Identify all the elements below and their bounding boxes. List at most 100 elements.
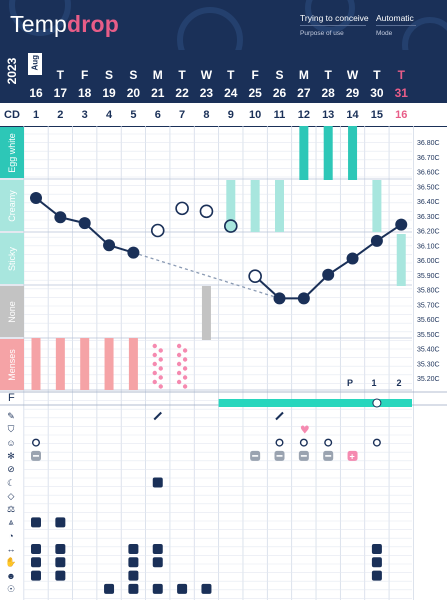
- temp-point[interactable]: [370, 234, 383, 247]
- date-label[interactable]: 24: [224, 86, 238, 100]
- cycle-day-number: 14: [346, 109, 359, 121]
- symptom-ring-mark[interactable]: [299, 438, 308, 447]
- date-label[interactable]: 16: [29, 86, 43, 100]
- temp-point[interactable]: [273, 292, 286, 305]
- symptom-square-mark[interactable]: [55, 517, 66, 528]
- bulb-icon: ◔: [8, 530, 14, 541]
- symptom-square-mark[interactable]: [31, 557, 41, 568]
- symptom-square-mark[interactable]: [55, 570, 66, 581]
- purpose-value[interactable]: Trying to conceive: [300, 13, 369, 23]
- sticky-bar: [396, 234, 406, 286]
- symptom-square-mark[interactable]: [31, 570, 41, 581]
- spotting-dot: [176, 379, 182, 385]
- date-label[interactable]: 23: [199, 86, 214, 100]
- symptom-plus-mark[interactable]: [347, 450, 358, 461]
- temp-point[interactable]: [395, 218, 408, 231]
- temp-point[interactable]: [297, 292, 310, 305]
- symptom-square-mark[interactable]: [104, 583, 115, 594]
- cycle-day-number: 8: [203, 109, 210, 121]
- date-label[interactable]: 17: [53, 86, 68, 100]
- phase-marker-p: P: [346, 378, 353, 388]
- note-pencil-icon[interactable]: [153, 411, 162, 421]
- symptom-square-mark[interactable]: [128, 570, 139, 581]
- symptom-ring-mark[interactable]: [324, 438, 333, 447]
- temp-point[interactable]: [78, 217, 91, 230]
- date-label[interactable]: 26: [272, 86, 287, 100]
- symptom-square-mark[interactable]: [128, 544, 139, 554]
- symptom-square-mark[interactable]: [371, 544, 382, 554]
- section-sticky: Sticky: [0, 233, 24, 284]
- ovulation-marker: [372, 398, 382, 408]
- temp-point[interactable]: [54, 211, 67, 224]
- symptom-minus-line: [300, 455, 307, 457]
- symptom-minus-line: [33, 455, 39, 457]
- symptom-square-mark[interactable]: [128, 583, 139, 594]
- mode-label: Mode: [376, 30, 393, 37]
- temp-point[interactable]: [322, 268, 335, 281]
- spotting-dot: [176, 361, 182, 367]
- symptom-square-mark[interactable]: [371, 557, 382, 568]
- symptom-square-mark[interactable]: [55, 557, 66, 568]
- spotting-dot: [152, 352, 157, 358]
- temp-point[interactable]: [346, 252, 359, 265]
- temp-point[interactable]: [103, 239, 116, 252]
- symptom-square-mark[interactable]: [31, 517, 41, 528]
- date-label[interactable]: 30: [370, 86, 384, 100]
- date-label[interactable]: 19: [102, 86, 116, 100]
- date-label[interactable]: 22: [175, 86, 189, 100]
- symptom-square-mark[interactable]: [31, 544, 41, 554]
- cycle-day-number: 7: [179, 109, 186, 121]
- egg-white-bar: [323, 126, 333, 180]
- date-label[interactable]: 21: [151, 86, 165, 100]
- purpose-label: Purpose of use: [300, 30, 344, 37]
- date-label[interactable]: 29: [345, 86, 360, 100]
- symptom-square-mark[interactable]: [201, 583, 212, 594]
- temp-point[interactable]: [248, 269, 262, 284]
- weekday-label: S: [275, 68, 284, 82]
- symptom-square-mark[interactable]: [152, 557, 163, 568]
- weekday-label: M: [152, 68, 163, 82]
- creamy-bar: [275, 180, 284, 232]
- egg-white-label: Egg white: [7, 132, 17, 173]
- date-label[interactable]: 27: [297, 86, 311, 100]
- date-label[interactable]: 31: [394, 86, 408, 100]
- date-label[interactable]: 25: [248, 86, 262, 100]
- symptom-square-mark[interactable]: [371, 570, 382, 581]
- mode-value[interactable]: Automatic: [376, 13, 414, 23]
- temp-point[interactable]: [127, 246, 140, 259]
- temp-point[interactable]: [150, 223, 165, 238]
- symptom-ring-mark[interactable]: [372, 438, 381, 447]
- temp-line-dashed: [133, 252, 280, 299]
- symptom-square-mark[interactable]: [152, 544, 163, 554]
- temp-point[interactable]: [224, 219, 238, 233]
- symptom-ring-mark[interactable]: [275, 438, 284, 447]
- cycle-day-number: 16: [395, 109, 408, 121]
- creamy-bar: [372, 180, 382, 232]
- spotting-dot: [158, 366, 163, 371]
- symptom-square-mark[interactable]: [55, 544, 66, 554]
- weekday-label: T: [56, 68, 65, 82]
- symptom-square-mark[interactable]: [128, 557, 139, 568]
- spotting-dot: [182, 384, 188, 389]
- sticky-label: Sticky: [7, 246, 17, 271]
- symptom-ring-mark[interactable]: [32, 438, 41, 447]
- temp-point[interactable]: [175, 201, 189, 216]
- symptom-square-mark[interactable]: [152, 477, 163, 488]
- temp-point[interactable]: [30, 192, 42, 205]
- phase-marker-2: 2: [396, 378, 402, 388]
- date-label[interactable]: 28: [321, 86, 335, 100]
- symptom-square-mark[interactable]: [177, 583, 188, 594]
- pill-icon: ⊘: [7, 464, 15, 475]
- heart-icon[interactable]: ♥: [300, 423, 310, 436]
- plus-glyph: +: [350, 451, 355, 461]
- temp-scale-label: 36.80C: [417, 140, 440, 147]
- menses-label: Menses: [7, 348, 17, 381]
- fertile-window-bar: [218, 399, 412, 407]
- temp-point[interactable]: [199, 204, 214, 219]
- cycle-day-number: 3: [81, 109, 88, 121]
- date-label[interactable]: 20: [126, 86, 141, 100]
- note-pencil-icon[interactable]: [275, 411, 284, 421]
- spotting-dot: [182, 348, 188, 353]
- date-label[interactable]: 18: [78, 86, 92, 100]
- symptom-square-mark[interactable]: [152, 583, 163, 594]
